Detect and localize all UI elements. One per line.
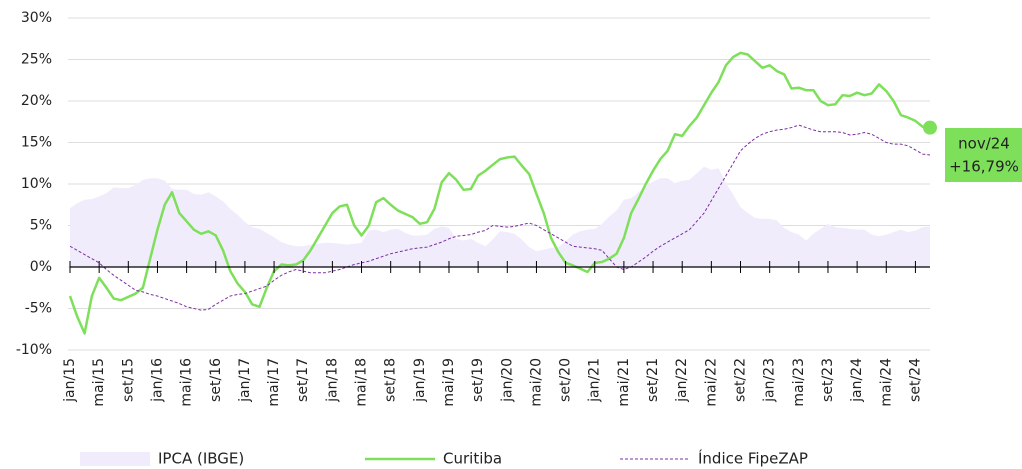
x-tick-label: jan/23	[762, 358, 778, 403]
x-tick-label: jan/19	[412, 358, 428, 403]
y-tick-label: 25%	[21, 52, 52, 68]
legend-swatch	[80, 452, 150, 466]
x-tick-label: jan/15	[62, 358, 78, 403]
x-tick-label: jan/16	[149, 358, 165, 403]
x-tick-label: jan/21	[587, 358, 603, 403]
y-tick-label: -5%	[25, 301, 52, 317]
x-tick-label: mai/20	[528, 358, 544, 407]
x-tick-label: set/22	[733, 358, 749, 402]
y-tick-label: 20%	[21, 93, 52, 109]
y-tick-label: 0%	[30, 259, 52, 275]
y-tick-label: 5%	[30, 218, 52, 234]
x-tick-label: jan/18	[324, 358, 340, 403]
line	[68, 51, 931, 335]
annotation-box	[945, 128, 1022, 182]
x-tick-label: set/16	[208, 358, 224, 402]
legend-label: IPCA (IBGE)	[158, 450, 244, 468]
x-tick-label: mai/18	[354, 358, 370, 407]
x-tick-label: mai/24	[878, 358, 894, 407]
y-tick-label: 15%	[21, 135, 52, 151]
last-point	[923, 120, 937, 135]
x-tick-label: mai/19	[441, 358, 457, 407]
x-tick-label: jan/22	[674, 358, 690, 403]
y-tick-label: -10%	[16, 342, 52, 358]
x-tick-label: mai/21	[616, 358, 632, 407]
x-tick-label: set/24	[907, 358, 923, 402]
x-tick-label: set/17	[295, 358, 311, 402]
x-tick-label: mai/15	[91, 358, 107, 407]
area	[70, 166, 930, 267]
x-tick-label: set/15	[120, 358, 136, 402]
annotation-label: nov/24	[958, 135, 1010, 153]
legend-label: Índice FipeZAP	[698, 449, 808, 468]
x-tick-label: jan/17	[237, 358, 253, 403]
x-tick-label: set/19	[470, 358, 486, 402]
legend-label: Curitiba	[443, 450, 502, 468]
x-tick-label: mai/22	[703, 358, 719, 407]
y-tick-label: 30%	[21, 10, 52, 26]
x-tick-label: set/20	[558, 358, 574, 402]
x-tick-label: jan/20	[499, 358, 515, 403]
x-tick-label: set/21	[645, 358, 661, 402]
x-tick-label: mai/16	[179, 358, 195, 407]
line	[69, 124, 931, 311]
x-tick-label: set/23	[820, 358, 836, 402]
y-tick-label: 10%	[21, 176, 52, 192]
x-tick-label: jan/24	[849, 358, 865, 403]
x-tick-label: mai/23	[791, 358, 807, 407]
annotation-value: +16,79%	[949, 158, 1019, 176]
x-tick-label: set/18	[383, 358, 399, 402]
x-tick-label: mai/17	[266, 358, 282, 407]
